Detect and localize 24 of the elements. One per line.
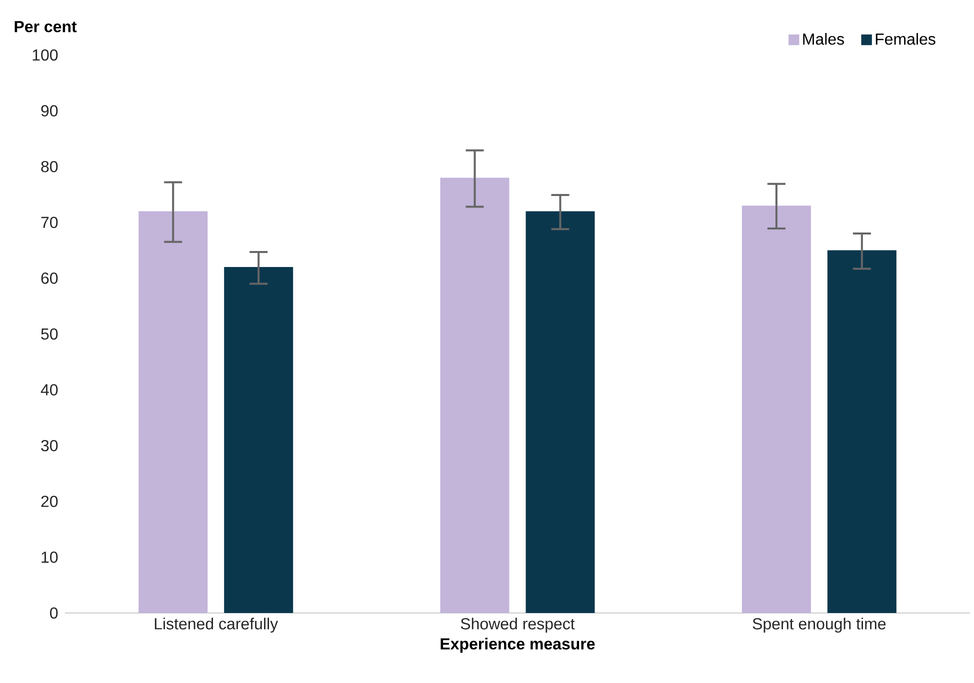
y-tick-label: 60 <box>41 272 58 284</box>
bar <box>224 267 294 613</box>
y-tick-label: 80 <box>41 160 58 172</box>
x-tick-label: Listened carefully <box>154 618 278 633</box>
bar <box>827 250 896 613</box>
y-axis-title: Per cent <box>14 21 77 32</box>
y-tick-label: 40 <box>40 384 58 396</box>
y-tick-label: 10 <box>42 552 58 563</box>
x-tick-label: Showed respect <box>460 618 575 633</box>
y-tick-label: 100 <box>32 49 58 61</box>
bar <box>440 178 510 613</box>
x-tick-label: Spent enough time <box>752 618 886 633</box>
bar <box>742 206 811 613</box>
x-axis-title: Experience measure <box>440 638 595 653</box>
y-tick-label: 50 <box>41 328 58 340</box>
y-tick-label: 30 <box>41 440 58 452</box>
legend-label: Females <box>876 33 936 45</box>
y-tick-label: 20 <box>41 496 58 508</box>
y-tick-label: 70 <box>41 216 58 228</box>
y-tick-label: 90 <box>41 105 58 116</box>
y-tick-label: 0 <box>50 607 58 619</box>
bar <box>526 211 595 613</box>
legend-label: Males <box>803 33 844 45</box>
bar <box>138 211 208 613</box>
